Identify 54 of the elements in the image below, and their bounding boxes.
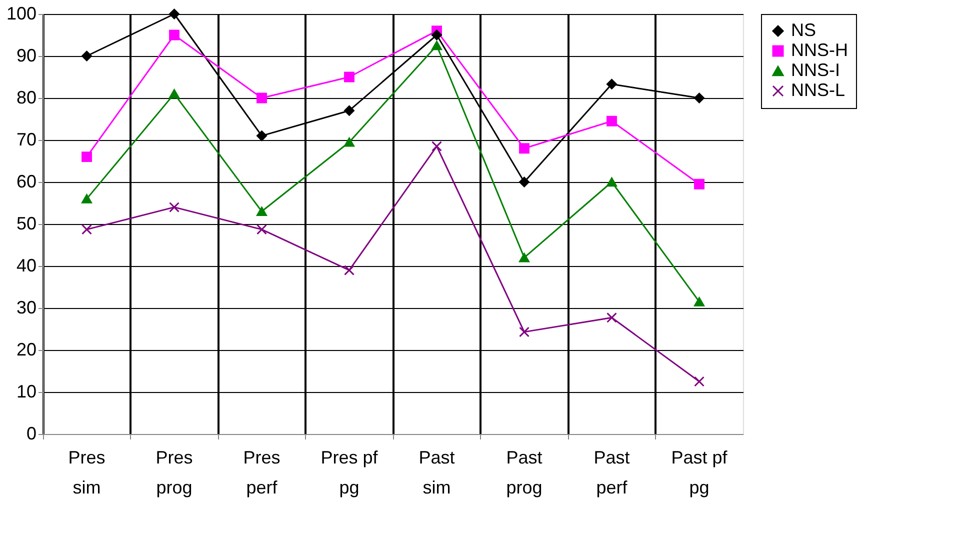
x-tick-label: Pres sim <box>68 448 106 498</box>
y-tick-label: 0 <box>26 424 36 444</box>
legend-label: NS <box>791 20 816 40</box>
point <box>256 224 267 235</box>
point <box>169 30 180 40</box>
x-tick-label: Pres perf <box>243 448 280 498</box>
point <box>694 178 704 190</box>
point <box>606 78 617 90</box>
point <box>82 152 92 162</box>
y-tick-label: 70 <box>16 130 36 150</box>
point <box>694 376 704 387</box>
y-tick-label: 50 <box>16 214 36 234</box>
x-tick-label: Pres pf pg <box>320 448 379 498</box>
y-tick-label: 30 <box>16 298 36 318</box>
x-tick-label: Past perf <box>594 448 630 498</box>
point <box>694 297 704 306</box>
point <box>606 177 617 187</box>
legend-label: NNS-L <box>791 80 846 100</box>
y-tick-label: 20 <box>16 340 36 360</box>
point <box>519 326 530 338</box>
y-tick-label: 10 <box>16 382 36 402</box>
y-tick-label: 40 <box>16 256 36 276</box>
point <box>82 194 92 204</box>
point <box>256 92 267 104</box>
point <box>82 224 92 235</box>
point <box>169 8 180 20</box>
point <box>694 92 704 104</box>
point <box>606 116 617 126</box>
point <box>432 141 442 152</box>
point <box>169 89 180 98</box>
x-tick-label: Past pf pg <box>671 448 728 498</box>
x-tick-label: Past prog <box>506 448 542 498</box>
point <box>344 137 354 147</box>
point <box>344 72 354 82</box>
point <box>519 143 530 154</box>
point <box>519 176 530 188</box>
point <box>432 40 442 50</box>
y-tick-label: 100 <box>6 4 36 24</box>
x-tick-label: Past sim <box>418 448 455 498</box>
y-tick-label: 80 <box>16 88 36 108</box>
point <box>344 105 354 116</box>
point <box>82 50 92 62</box>
legend-label: NNS-I <box>791 60 840 80</box>
point <box>606 312 617 323</box>
point <box>169 202 180 212</box>
point <box>256 206 267 216</box>
x-tick-label: Pres prog <box>156 448 193 498</box>
y-tick-label: 90 <box>16 46 36 66</box>
point <box>344 264 354 276</box>
point <box>432 30 442 40</box>
y-tick-label: 60 <box>16 172 36 192</box>
point <box>256 130 267 142</box>
legend-label: NNS-H <box>791 40 848 60</box>
point <box>519 252 530 262</box>
